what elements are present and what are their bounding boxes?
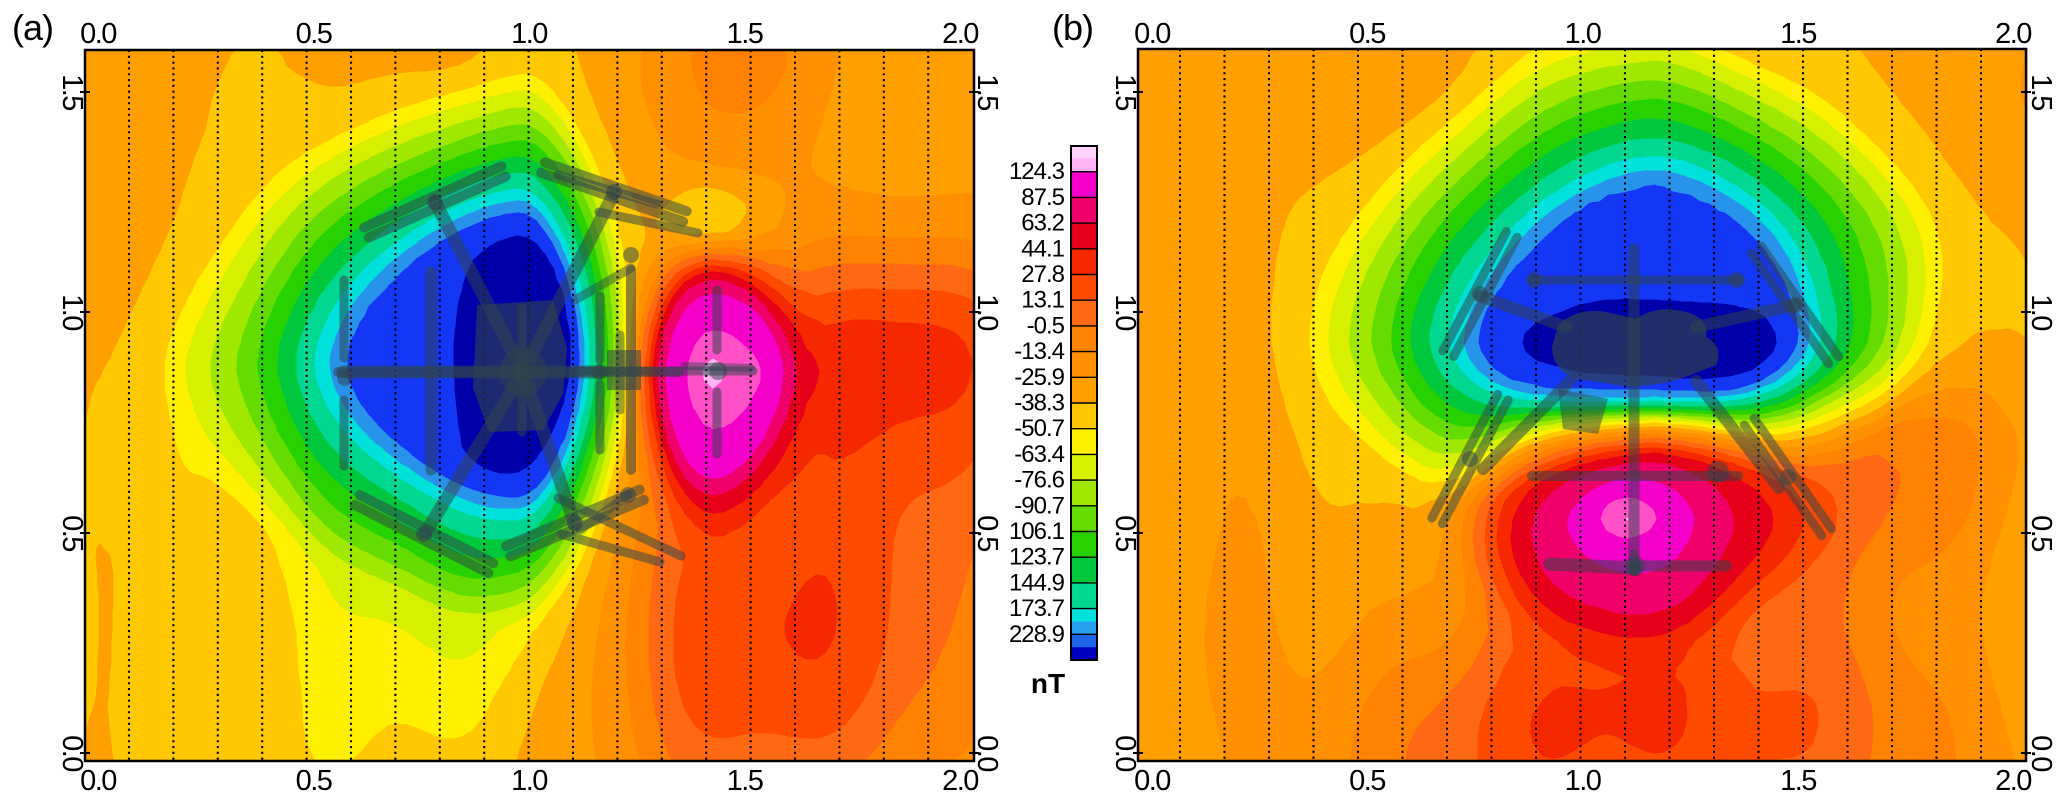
svg-text:0.5: 0.5 xyxy=(1349,18,1385,50)
svg-text:0.0: 0.0 xyxy=(80,765,116,797)
svg-text:-90.7: -90.7 xyxy=(1014,492,1064,519)
svg-text:2.0: 2.0 xyxy=(1995,765,2031,797)
svg-text:1.5: 1.5 xyxy=(727,765,763,797)
svg-text:-50.7: -50.7 xyxy=(1014,415,1064,442)
svg-text:0.0: 0.0 xyxy=(1134,765,1170,797)
svg-text:13.1: 13.1 xyxy=(1021,287,1064,314)
svg-text:173.7: 173.7 xyxy=(1009,595,1065,622)
svg-text:0.0: 0.0 xyxy=(1134,18,1170,50)
svg-text:-25.9: -25.9 xyxy=(1014,364,1064,391)
svg-text:1.5: 1.5 xyxy=(1780,765,1816,797)
svg-text:1.0: 1.0 xyxy=(1565,765,1601,797)
svg-text:-76.6: -76.6 xyxy=(1014,467,1064,494)
svg-text:-0.5: -0.5 xyxy=(1027,312,1065,339)
svg-text:106.1: 106.1 xyxy=(1009,518,1065,545)
svg-text:0.0: 0.0 xyxy=(80,18,116,50)
svg-text:87.5: 87.5 xyxy=(1021,184,1064,211)
svg-text:144.9: 144.9 xyxy=(1009,569,1065,596)
svg-text:1.0: 1.0 xyxy=(1565,18,1601,50)
svg-text:0.5: 0.5 xyxy=(1349,765,1385,797)
svg-text:63.2: 63.2 xyxy=(1021,210,1064,237)
svg-text:2.0: 2.0 xyxy=(1995,18,2031,50)
svg-text:123.7: 123.7 xyxy=(1009,544,1065,571)
svg-text:(a): (a) xyxy=(12,7,53,48)
svg-text:1.5: 1.5 xyxy=(1780,18,1816,50)
svg-text:nT: nT xyxy=(1031,668,1065,699)
svg-text:-13.4: -13.4 xyxy=(1014,338,1064,365)
svg-text:2.0: 2.0 xyxy=(942,765,978,797)
svg-text:44.1: 44.1 xyxy=(1021,235,1064,262)
svg-text:-63.4: -63.4 xyxy=(1014,441,1064,468)
svg-text:(b): (b) xyxy=(1052,7,1093,48)
svg-text:228.9: 228.9 xyxy=(1009,621,1065,648)
svg-text:27.8: 27.8 xyxy=(1021,261,1064,288)
svg-text:124.3: 124.3 xyxy=(1009,158,1065,185)
svg-text:1.5: 1.5 xyxy=(727,18,763,50)
svg-text:1.0: 1.0 xyxy=(511,18,547,50)
svg-text:2.0: 2.0 xyxy=(942,18,978,50)
svg-text:1.0: 1.0 xyxy=(511,765,547,797)
svg-text:0.5: 0.5 xyxy=(296,18,332,50)
svg-text:0.5: 0.5 xyxy=(296,765,332,797)
svg-text:-38.3: -38.3 xyxy=(1014,390,1064,417)
